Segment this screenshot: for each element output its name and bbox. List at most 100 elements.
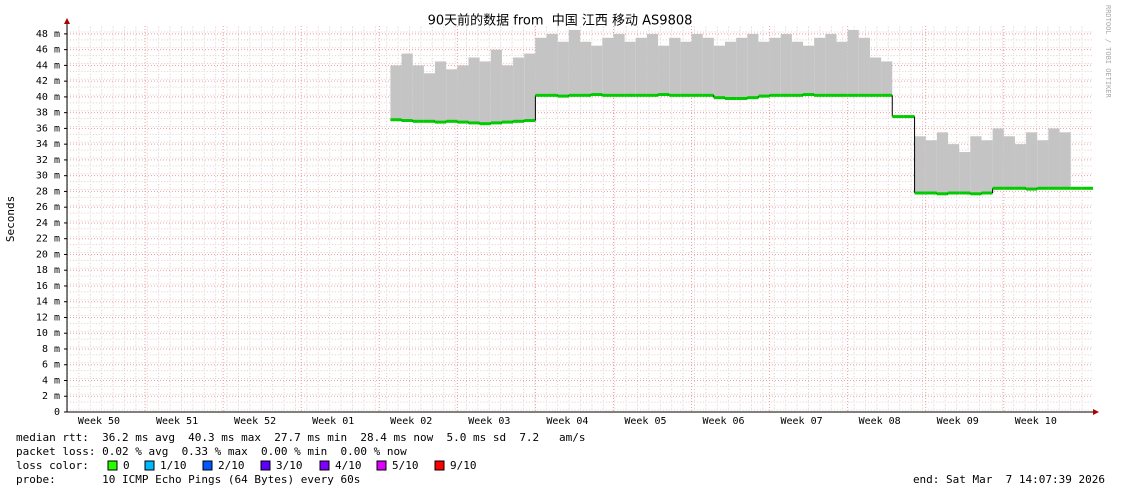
smoke-bar <box>602 37 614 96</box>
smoke-bar <box>613 33 625 96</box>
smoke-bar <box>803 45 815 95</box>
smoke-bar <box>501 65 514 123</box>
smoke-bar <box>468 57 480 123</box>
smoke-bar <box>992 128 1004 189</box>
smoke-bar <box>490 49 502 123</box>
y-tick-label: 44 m <box>36 60 60 71</box>
smoke-bar <box>591 45 603 95</box>
loss-swatch <box>107 460 118 471</box>
x-tick-label: Week 07 <box>781 416 823 427</box>
smoke-bar <box>423 73 436 122</box>
smoke-bar <box>479 61 491 124</box>
smoke-bar <box>825 33 837 96</box>
smoke-bar <box>881 61 893 96</box>
y-tick-label: 34 m <box>36 139 60 150</box>
loss-legend-label: 2/10 <box>218 459 245 472</box>
y-tick-label: 24 m <box>36 218 60 229</box>
smoke-bar <box>680 41 692 96</box>
y-tick-label: 46 m <box>36 45 60 56</box>
smoke-bar <box>401 53 413 121</box>
y-tick-label: 26 m <box>36 202 60 213</box>
loss-swatch <box>319 460 330 471</box>
loss-legend-label: 1/10 <box>160 459 187 472</box>
smoke-bar <box>791 41 804 96</box>
y-tick-label: 16 m <box>36 281 60 292</box>
x-tick-label: Week 05 <box>624 416 666 427</box>
loss-legend-label: 9/10 <box>450 459 477 472</box>
loss-stats: packet loss: 0.02 % avg 0.33 % max 0.00 … <box>16 445 407 458</box>
y-tick-label: 2 m <box>42 391 60 402</box>
smoke-bar <box>557 41 569 97</box>
loss-swatch <box>202 460 213 471</box>
smoke-bar <box>736 37 748 99</box>
smoke-bar <box>669 37 681 96</box>
y-tick-label: 40 m <box>36 92 60 103</box>
smoke-bar <box>1014 144 1027 189</box>
x-tick-label: Week 52 <box>234 416 276 427</box>
y-tick-label: 10 m <box>36 328 60 339</box>
watermark: RRDTOOL / TOBI OETIKER <box>1104 5 1112 99</box>
smoke-bar <box>435 61 447 123</box>
smoke-bar <box>769 37 781 96</box>
x-tick-label: Week 06 <box>702 416 744 427</box>
smoke-bar <box>646 33 659 96</box>
smoke-bar <box>568 29 580 96</box>
smoke-bar <box>936 132 949 194</box>
x-tick-label: Week 50 <box>78 416 120 427</box>
y-tick-label: 30 m <box>36 171 60 182</box>
loss-swatch <box>376 460 387 471</box>
smoke-bar <box>970 136 982 194</box>
y-tick-label: 28 m <box>36 186 60 197</box>
smoke-bar <box>1059 132 1071 189</box>
probe-info: probe: 10 ICMP Echo Pings (64 Bytes) eve… <box>16 473 360 486</box>
smoke-bar <box>713 45 725 98</box>
y-tick-label: 42 m <box>36 76 60 87</box>
smoke-bar <box>412 65 424 122</box>
smoke-bar <box>390 65 402 120</box>
smoke-bar <box>1037 140 1049 189</box>
loss-legend-label: 3/10 <box>276 459 303 472</box>
y-tick-label: 38 m <box>36 108 60 119</box>
median-stats: median rtt: 36.2 ms avg 40.3 ms max 27.7… <box>16 431 586 444</box>
smoke-bar <box>858 37 870 96</box>
y-tick-label: 12 m <box>36 312 60 323</box>
smoke-bar <box>914 136 926 194</box>
x-tick-label: Week 08 <box>859 416 901 427</box>
y-arrow <box>64 18 70 24</box>
y-tick-label: 0 <box>54 407 60 418</box>
x-tick-label: Week 51 <box>156 416 198 427</box>
smoke-bar <box>747 33 759 98</box>
smoke-bar <box>457 65 469 123</box>
smoke-bar <box>635 37 647 96</box>
smoke-bar <box>524 53 536 121</box>
smoke-bar <box>724 41 737 99</box>
loss-swatch <box>434 460 445 471</box>
y-tick-label: 8 m <box>42 344 60 355</box>
smoke-bar <box>513 57 525 122</box>
smoke-bar <box>691 33 703 96</box>
y-tick-label: 48 m <box>36 29 60 40</box>
smoke-bar <box>814 37 826 96</box>
smoke-bar <box>546 33 558 96</box>
chart-title: 90天前的数据 from 中国 江西 移动 AS9808 <box>428 13 693 29</box>
loss-swatch <box>260 460 271 471</box>
smoke-bar <box>1003 136 1015 189</box>
smoke-bar <box>847 29 859 96</box>
y-tick-label: 6 m <box>42 360 60 371</box>
y-tick-label: 36 m <box>36 123 60 134</box>
loss-swatch <box>144 460 155 471</box>
x-tick-label: Week 03 <box>468 416 510 427</box>
smoke-bar <box>758 41 770 97</box>
x-tick-label: Week 02 <box>390 416 432 427</box>
loss-legend-label: 5/10 <box>392 459 419 472</box>
y-tick-label: 20 m <box>36 249 60 260</box>
loss-legend-label: 4/10 <box>335 459 362 472</box>
y-tick-label: 18 m <box>36 265 60 276</box>
x-tick-label: Week 10 <box>1015 416 1057 427</box>
smoke-bar <box>959 152 971 194</box>
y-tick-label: 14 m <box>36 297 60 308</box>
smoke-bar <box>1026 132 1038 190</box>
smoke-bar <box>981 140 993 194</box>
x-tick-label: Week 09 <box>937 416 979 427</box>
